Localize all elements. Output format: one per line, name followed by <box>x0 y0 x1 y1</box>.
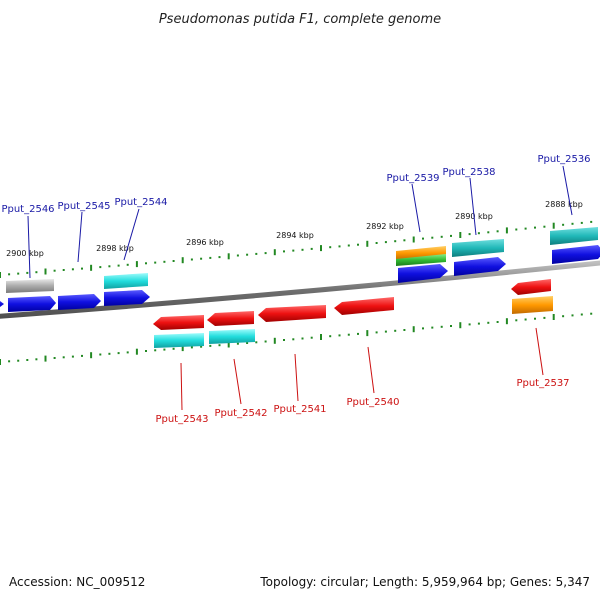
feature-cyan-2544[interactable] <box>104 273 148 289</box>
gene-label-pput-2543[interactable]: Pput_2543 <box>155 414 208 425</box>
feature-green-2539[interactable] <box>396 254 446 266</box>
kbp-label-2898: 2898 kbp <box>96 244 134 253</box>
gene-arrow-2536[interactable] <box>552 245 600 264</box>
gene-label-pput-2538[interactable]: Pput_2538 <box>442 167 495 178</box>
gene-arrow-2537[interactable] <box>511 279 551 295</box>
forward-gene-labels: Pput_2546 Pput_2545 Pput_2544 Pput_2539 … <box>1 154 590 215</box>
gene-arrow-2546[interactable] <box>8 296 56 312</box>
gene-label-pput-2537[interactable]: Pput_2537 <box>516 378 569 389</box>
gene-arrow-2543[interactable] <box>153 315 204 330</box>
forward-features <box>0 227 600 312</box>
accession-text: Accession: NC_009512 <box>9 575 145 589</box>
gene-arrow-2539[interactable] <box>398 264 448 283</box>
feature-teal-2538[interactable] <box>452 239 504 257</box>
kbp-label-2892: 2892 kbp <box>366 222 404 231</box>
forward-leader-lines <box>27 165 573 279</box>
map-title: Pseudomonas putida F1, complete genome <box>159 12 441 27</box>
kbp-label-2900: 2900 kbp <box>6 249 44 258</box>
gene-label-pput-2536[interactable]: Pput_2536 <box>537 154 590 165</box>
gene-arrow-2540[interactable] <box>334 297 394 315</box>
kbp-label-2894: 2894 kbp <box>276 231 314 240</box>
outer-tick-row <box>0 220 593 278</box>
kbp-label-2888: 2888 kbp <box>545 200 583 209</box>
gene-arrow-2545[interactable] <box>58 294 101 310</box>
gene-label-pput-2546[interactable]: Pput_2546 <box>1 204 54 215</box>
gene-arrow-left-edge[interactable] <box>0 298 4 310</box>
gene-label-pput-2542[interactable]: Pput_2542 <box>214 408 267 419</box>
reverse-gene-labels: Pput_2543 Pput_2542 Pput_2541 Pput_2540 … <box>155 378 569 425</box>
gene-label-pput-2539[interactable]: Pput_2539 <box>386 173 439 184</box>
gene-arrow-2544[interactable] <box>104 290 150 306</box>
topology-text: Topology: circular; Length: 5,959,964 bp… <box>259 575 590 589</box>
gene-label-pput-2540[interactable]: Pput_2540 <box>346 397 399 408</box>
gene-arrow-2541[interactable] <box>258 305 326 322</box>
gene-label-pput-2545[interactable]: Pput_2545 <box>57 201 110 212</box>
feature-cyan-2542[interactable] <box>209 329 255 344</box>
kbp-label-2896: 2896 kbp <box>186 238 224 247</box>
gene-label-pput-2544[interactable]: Pput_2544 <box>114 197 167 208</box>
reverse-leader-lines <box>180 327 544 411</box>
feature-gray-2546[interactable] <box>6 279 54 293</box>
feature-orange-2539[interactable] <box>396 246 446 260</box>
gene-label-pput-2541[interactable]: Pput_2541 <box>273 404 326 415</box>
feature-cyan-2543[interactable] <box>154 333 204 348</box>
genome-backbone <box>0 260 600 319</box>
feature-teal-2536[interactable] <box>550 227 598 245</box>
gene-arrow-2538[interactable] <box>454 257 506 276</box>
feature-orange-2537[interactable] <box>512 296 553 314</box>
reverse-features <box>153 279 553 348</box>
gene-arrow-2542[interactable] <box>207 311 254 326</box>
